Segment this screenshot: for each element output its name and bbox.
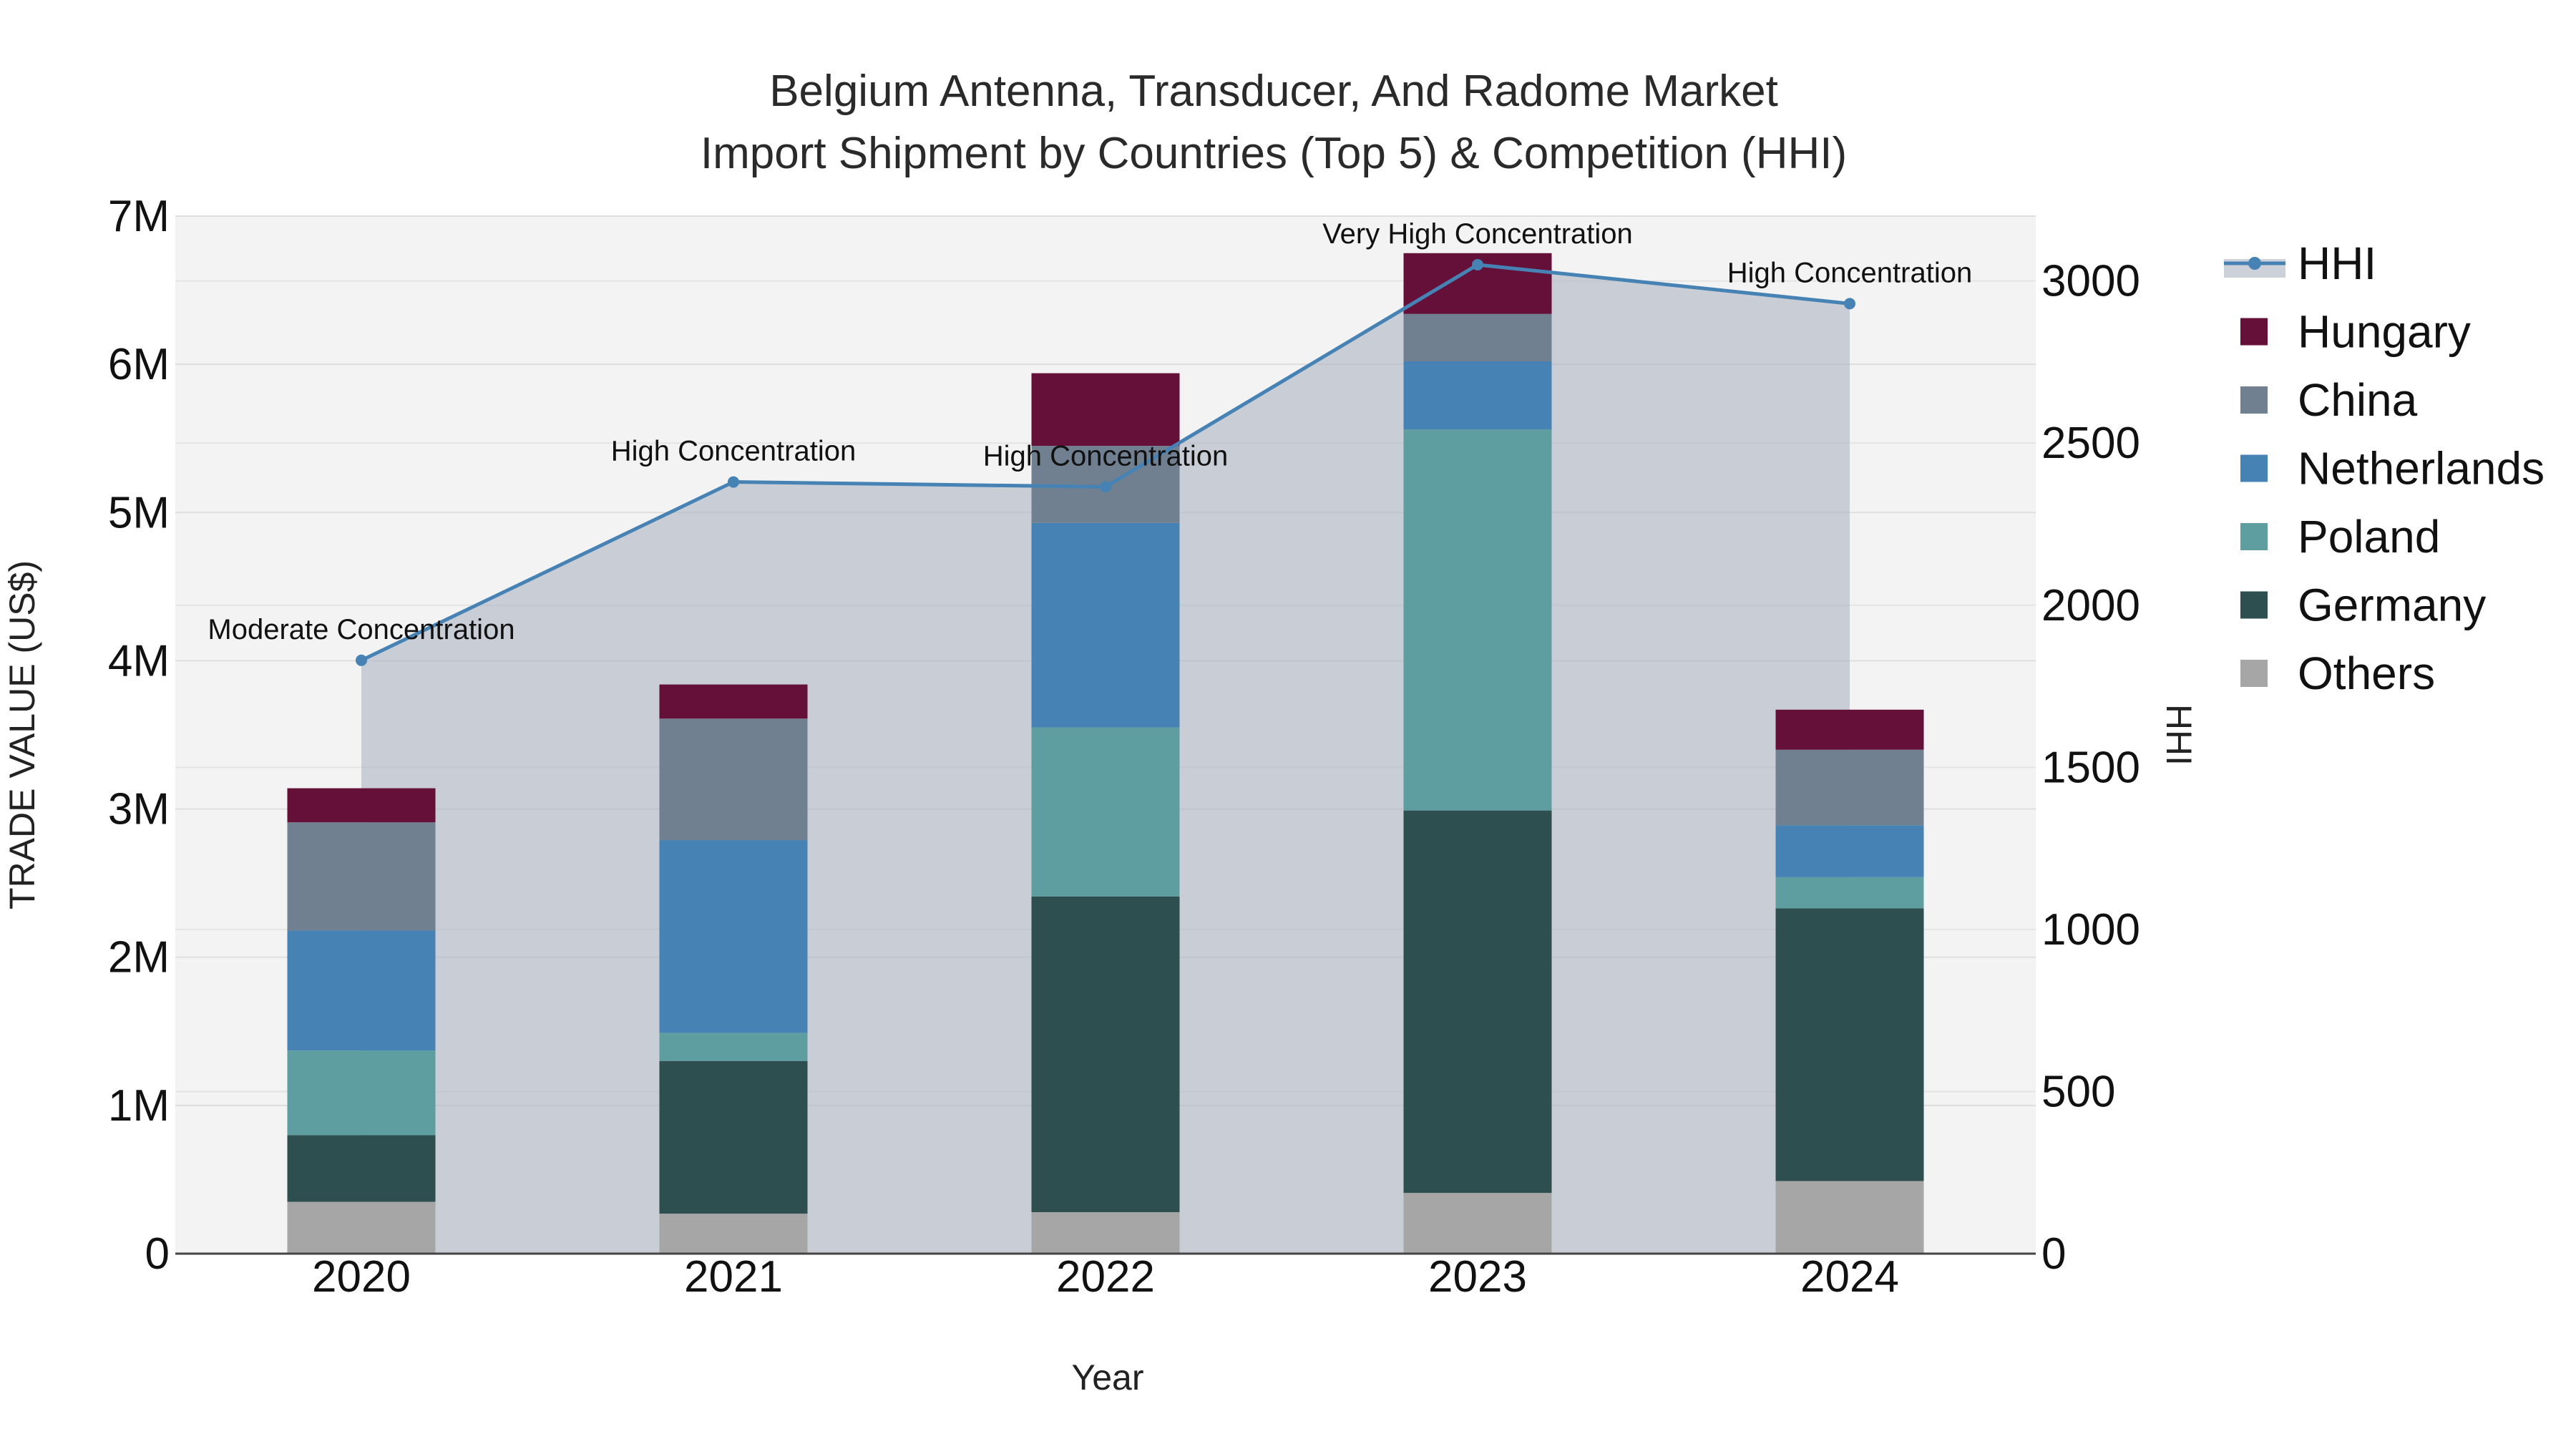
legend-item-china[interactable]: China bbox=[2240, 374, 2418, 426]
y2-tick-label-1500: 1500 bbox=[2041, 743, 2140, 792]
hhi-annotation-2022: High Concentration bbox=[983, 440, 1228, 472]
bar-others-2022[interactable] bbox=[1031, 1212, 1180, 1254]
legend-swatch-hungary bbox=[2240, 318, 2268, 346]
hhi-point-2021[interactable] bbox=[728, 476, 739, 488]
legend-label-poland: Poland bbox=[2298, 511, 2440, 562]
bar-germany-2020[interactable] bbox=[287, 1135, 436, 1202]
legend-label-hungary: Hungary bbox=[2298, 306, 2471, 358]
bar-netherlands-2021[interactable] bbox=[659, 840, 808, 1033]
bar-hungary-2020[interactable] bbox=[287, 788, 436, 823]
bar-china-2021[interactable] bbox=[659, 718, 808, 841]
chart-title-line-2: Import Shipment by Countries (Top 5) & C… bbox=[701, 129, 1847, 178]
y-axis-title: TRADE VALUE (US$) bbox=[2, 560, 42, 909]
y-axis: 0 1M 2M 3M 4M 5M 6M 7M bbox=[108, 192, 170, 1279]
legend[interactable]: HHI Hungary China Netherlands Poland Germany O… bbox=[2224, 238, 2545, 699]
bar-poland-2023[interactable] bbox=[1403, 429, 1552, 811]
bar-netherlands-2023[interactable] bbox=[1403, 361, 1552, 430]
legend-label-others: Others bbox=[2298, 648, 2435, 699]
bar-others-2024[interactable] bbox=[1775, 1181, 1924, 1254]
legend-item-others[interactable]: Others bbox=[2240, 648, 2435, 699]
bar-china-2024[interactable] bbox=[1775, 749, 1924, 826]
chart-title-line-1: Belgium Antenna, Transducer, And Radome … bbox=[769, 67, 1778, 116]
bar-germany-2022[interactable] bbox=[1031, 896, 1180, 1212]
y-tick-label-7M: 7M bbox=[108, 192, 170, 241]
bar-hungary-2021[interactable] bbox=[659, 684, 808, 719]
y2-axis: 0 500 1000 1500 2000 2500 3000 bbox=[2041, 257, 2140, 1279]
bar-others-2023[interactable] bbox=[1403, 1193, 1552, 1254]
bar-china-2023[interactable] bbox=[1403, 313, 1552, 361]
y-tick-label-4M: 4M bbox=[108, 636, 170, 686]
bar-others-2020[interactable] bbox=[287, 1201, 436, 1254]
bar-netherlands-2022[interactable] bbox=[1031, 522, 1180, 728]
x-tick-label-2024: 2024 bbox=[1800, 1252, 1899, 1302]
y2-tick-label-1000: 1000 bbox=[2041, 905, 2140, 955]
y-tick-label-1M: 1M bbox=[108, 1081, 170, 1131]
legend-swatch-poland bbox=[2240, 523, 2268, 550]
bar-hungary-2024[interactable] bbox=[1775, 709, 1924, 750]
legend-label-china: China bbox=[2298, 374, 2418, 426]
y2-axis-title: HHI bbox=[2159, 704, 2199, 766]
hhi-annotation-2021: High Concentration bbox=[611, 436, 856, 467]
legend-swatch-netherlands bbox=[2240, 454, 2268, 482]
x-axis: 2020 2021 2022 2023 2024 bbox=[312, 1252, 1899, 1302]
bar-poland-2021[interactable] bbox=[659, 1033, 808, 1061]
bar-china-2020[interactable] bbox=[287, 822, 436, 931]
hhi-annotations: Moderate Concentration High Concentration… bbox=[208, 218, 1972, 645]
y2-tick-label-500: 500 bbox=[2041, 1067, 2115, 1116]
legend-swatch-china bbox=[2240, 386, 2268, 414]
bar-netherlands-2020[interactable] bbox=[287, 930, 436, 1051]
legend-label-netherlands: Netherlands bbox=[2298, 443, 2545, 494]
hhi-point-2024[interactable] bbox=[1844, 298, 1855, 310]
bar-germany-2024[interactable] bbox=[1775, 908, 1924, 1181]
bar-layer bbox=[287, 253, 1924, 1254]
legend-label-hhi: HHI bbox=[2298, 238, 2376, 289]
legend-item-germany[interactable]: Germany bbox=[2240, 580, 2486, 631]
x-tick-label-2020: 2020 bbox=[312, 1252, 411, 1302]
legend-swatch-hhi-marker bbox=[2248, 257, 2261, 270]
bar-poland-2022[interactable] bbox=[1031, 727, 1180, 897]
bar-poland-2020[interactable] bbox=[287, 1050, 436, 1136]
x-tick-label-2022: 2022 bbox=[1056, 1252, 1155, 1302]
bar-others-2021[interactable] bbox=[659, 1214, 808, 1254]
bar-hungary-2022[interactable] bbox=[1031, 373, 1180, 447]
x-tick-label-2021: 2021 bbox=[684, 1252, 783, 1302]
legend-swatch-others bbox=[2240, 660, 2268, 687]
y2-tick-label-2500: 2500 bbox=[2041, 419, 2140, 468]
y-tick-label-3M: 3M bbox=[108, 785, 170, 834]
y2-tick-label-0: 0 bbox=[2041, 1229, 2066, 1279]
y-tick-label-0: 0 bbox=[145, 1229, 170, 1279]
y-tick-label-6M: 6M bbox=[108, 340, 170, 389]
hhi-point-2022[interactable] bbox=[1100, 481, 1111, 493]
legend-swatch-germany bbox=[2240, 591, 2268, 619]
hhi-line-layer bbox=[356, 258, 1855, 666]
legend-item-poland[interactable]: Poland bbox=[2240, 511, 2440, 562]
y-tick-label-5M: 5M bbox=[108, 488, 170, 537]
legend-item-hungary[interactable]: Hungary bbox=[2240, 306, 2471, 358]
bar-poland-2024[interactable] bbox=[1775, 877, 1924, 909]
hhi-annotation-2020: Moderate Concentration bbox=[208, 614, 514, 645]
y2-tick-label-2000: 2000 bbox=[2041, 581, 2140, 630]
hhi-annotation-2024: High Concentration bbox=[1727, 257, 1972, 288]
y-tick-label-2M: 2M bbox=[108, 933, 170, 982]
bar-germany-2023[interactable] bbox=[1403, 810, 1552, 1194]
legend-item-hhi[interactable]: HHI bbox=[2224, 238, 2376, 289]
legend-item-netherlands[interactable]: Netherlands bbox=[2240, 443, 2545, 494]
y2-tick-label-3000: 3000 bbox=[2041, 257, 2140, 306]
legend-label-germany: Germany bbox=[2298, 580, 2486, 631]
bar-germany-2021[interactable] bbox=[659, 1060, 808, 1214]
x-axis-title: Year bbox=[1071, 1357, 1143, 1397]
x-tick-label-2023: 2023 bbox=[1428, 1252, 1527, 1302]
hhi-annotation-2023: Very High Concentration bbox=[1322, 218, 1633, 250]
hhi-point-2020[interactable] bbox=[356, 654, 367, 666]
hhi-point-2023[interactable] bbox=[1472, 258, 1483, 270]
bar-netherlands-2024[interactable] bbox=[1775, 825, 1924, 877]
